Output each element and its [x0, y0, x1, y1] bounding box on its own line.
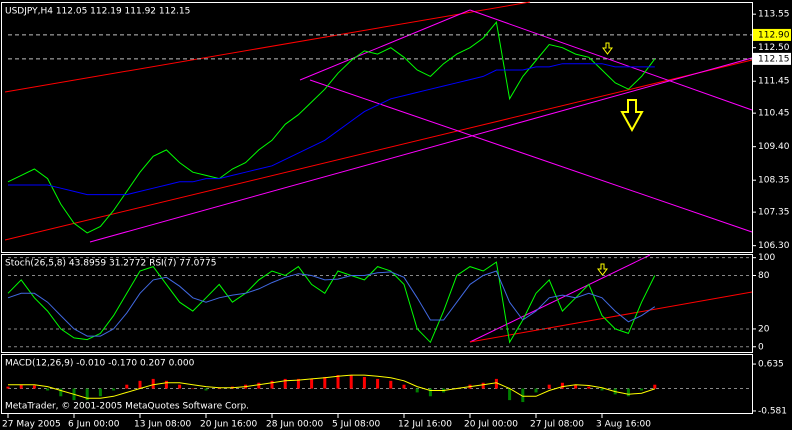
- series-line: [7, 270, 656, 337]
- bar: [257, 382, 261, 389]
- price-label: 112.90: [758, 30, 790, 40]
- bar: [653, 384, 657, 389]
- bar: [376, 378, 380, 389]
- bar: [151, 378, 155, 389]
- bar: [178, 384, 182, 389]
- macd-frame: [1, 354, 753, 414]
- trendline: [469, 254, 651, 343]
- bar: [98, 388, 102, 397]
- y-tick-label: 109.40: [758, 142, 790, 152]
- bar: [112, 388, 116, 391]
- series-line: [7, 261, 656, 344]
- x-tick-label: 5 Jul 08:00: [332, 420, 381, 430]
- bar: [310, 378, 314, 389]
- bar: [362, 376, 366, 389]
- bar: [138, 380, 142, 389]
- arrow: [602, 42, 613, 55]
- x-tick-label: 13 Jun 08:00: [134, 420, 191, 430]
- trendline: [469, 9, 753, 111]
- trendline: [4, 1, 531, 93]
- price-frame: [1, 2, 753, 253]
- bar: [626, 388, 630, 397]
- bar: [6, 386, 10, 389]
- bar: [402, 384, 406, 389]
- bar: [125, 384, 129, 389]
- bar: [428, 388, 432, 397]
- annotation: MetaTrader, © 2001-2005 MetaQuotes Softw…: [5, 402, 249, 412]
- bar: [46, 388, 50, 391]
- bar: [164, 380, 168, 389]
- arrow: [620, 99, 644, 133]
- bar: [547, 384, 551, 389]
- panel-title: MACD(12,26,9) -0.010 -0.170 0.207 0.000: [5, 359, 195, 369]
- bar: [283, 378, 287, 389]
- bar: [270, 380, 274, 389]
- trendline: [469, 291, 753, 343]
- x-tick-label: 6 Jun 00:00: [68, 420, 120, 430]
- x-tick-label: 3 Aug 16:00: [596, 420, 651, 430]
- bar: [508, 388, 512, 401]
- bar: [349, 375, 353, 389]
- bar: [640, 388, 644, 391]
- bar: [494, 378, 498, 389]
- frames: [1, 2, 753, 414]
- y-tick-label: 0.635: [758, 360, 784, 370]
- price-label: 112.15: [758, 54, 790, 64]
- price-box: [753, 28, 791, 41]
- trendline: [309, 79, 753, 233]
- y-tick-label: 0: [758, 342, 764, 352]
- stoch-frame: [1, 254, 753, 353]
- bar: [204, 388, 208, 391]
- y-tick-label: 113.55: [758, 10, 790, 20]
- bar: [336, 375, 340, 389]
- trendline: [4, 59, 753, 241]
- y-tick-label: 80: [758, 271, 770, 281]
- y-tick-label: 100: [758, 253, 775, 263]
- x-tick-label: 27 Jul 08:00: [530, 420, 584, 430]
- bar: [521, 388, 525, 403]
- bar: [600, 388, 604, 391]
- x-tick-label: 20 Jun 16:00: [200, 420, 257, 430]
- bar: [415, 388, 419, 393]
- trendlines: [4, 1, 753, 343]
- bar: [85, 388, 89, 401]
- y-tick-label: 108.35: [758, 176, 790, 186]
- bar: [560, 382, 564, 389]
- bar: [59, 388, 63, 397]
- bar: [191, 388, 195, 390]
- price-box: [753, 52, 791, 65]
- series-line: [7, 21, 656, 234]
- series-line: [8, 63, 655, 196]
- panel-title: USDJPY,H4 112.05 112.19 111.92 112.15: [5, 7, 190, 17]
- y-tick-label: -0.581: [758, 406, 787, 416]
- x-tick-label: 20 Jul 00:00: [464, 420, 518, 430]
- bar: [587, 386, 591, 389]
- y-tick-label: 111.45: [758, 77, 790, 87]
- series-line: [8, 374, 655, 399]
- bar: [217, 388, 221, 390]
- x-tick-label: 27 May 2005: [2, 420, 61, 430]
- y-tick-label: 107.35: [758, 208, 790, 218]
- trendline: [89, 57, 753, 243]
- bar: [323, 376, 327, 389]
- bar: [19, 384, 23, 389]
- y-tick-label: 106.30: [758, 241, 790, 251]
- bar: [481, 382, 485, 389]
- bar: [389, 380, 393, 389]
- bar: [32, 385, 36, 389]
- x-tick-label: 28 Jun 00:00: [266, 420, 323, 430]
- y-tick-label: 20: [758, 324, 770, 334]
- arrow: [597, 263, 608, 276]
- panel-title: Stoch(26,5,8) 43.8959 31.2772 RSI(7) 77.…: [5, 259, 217, 269]
- y-tick-label: 112.50: [758, 43, 790, 53]
- trendline: [299, 9, 471, 81]
- bar: [534, 388, 538, 393]
- bar: [574, 384, 578, 389]
- x-tick-label: 12 Jul 16:00: [398, 420, 452, 430]
- bar: [296, 378, 300, 389]
- y-tick-label: 110.45: [758, 109, 790, 119]
